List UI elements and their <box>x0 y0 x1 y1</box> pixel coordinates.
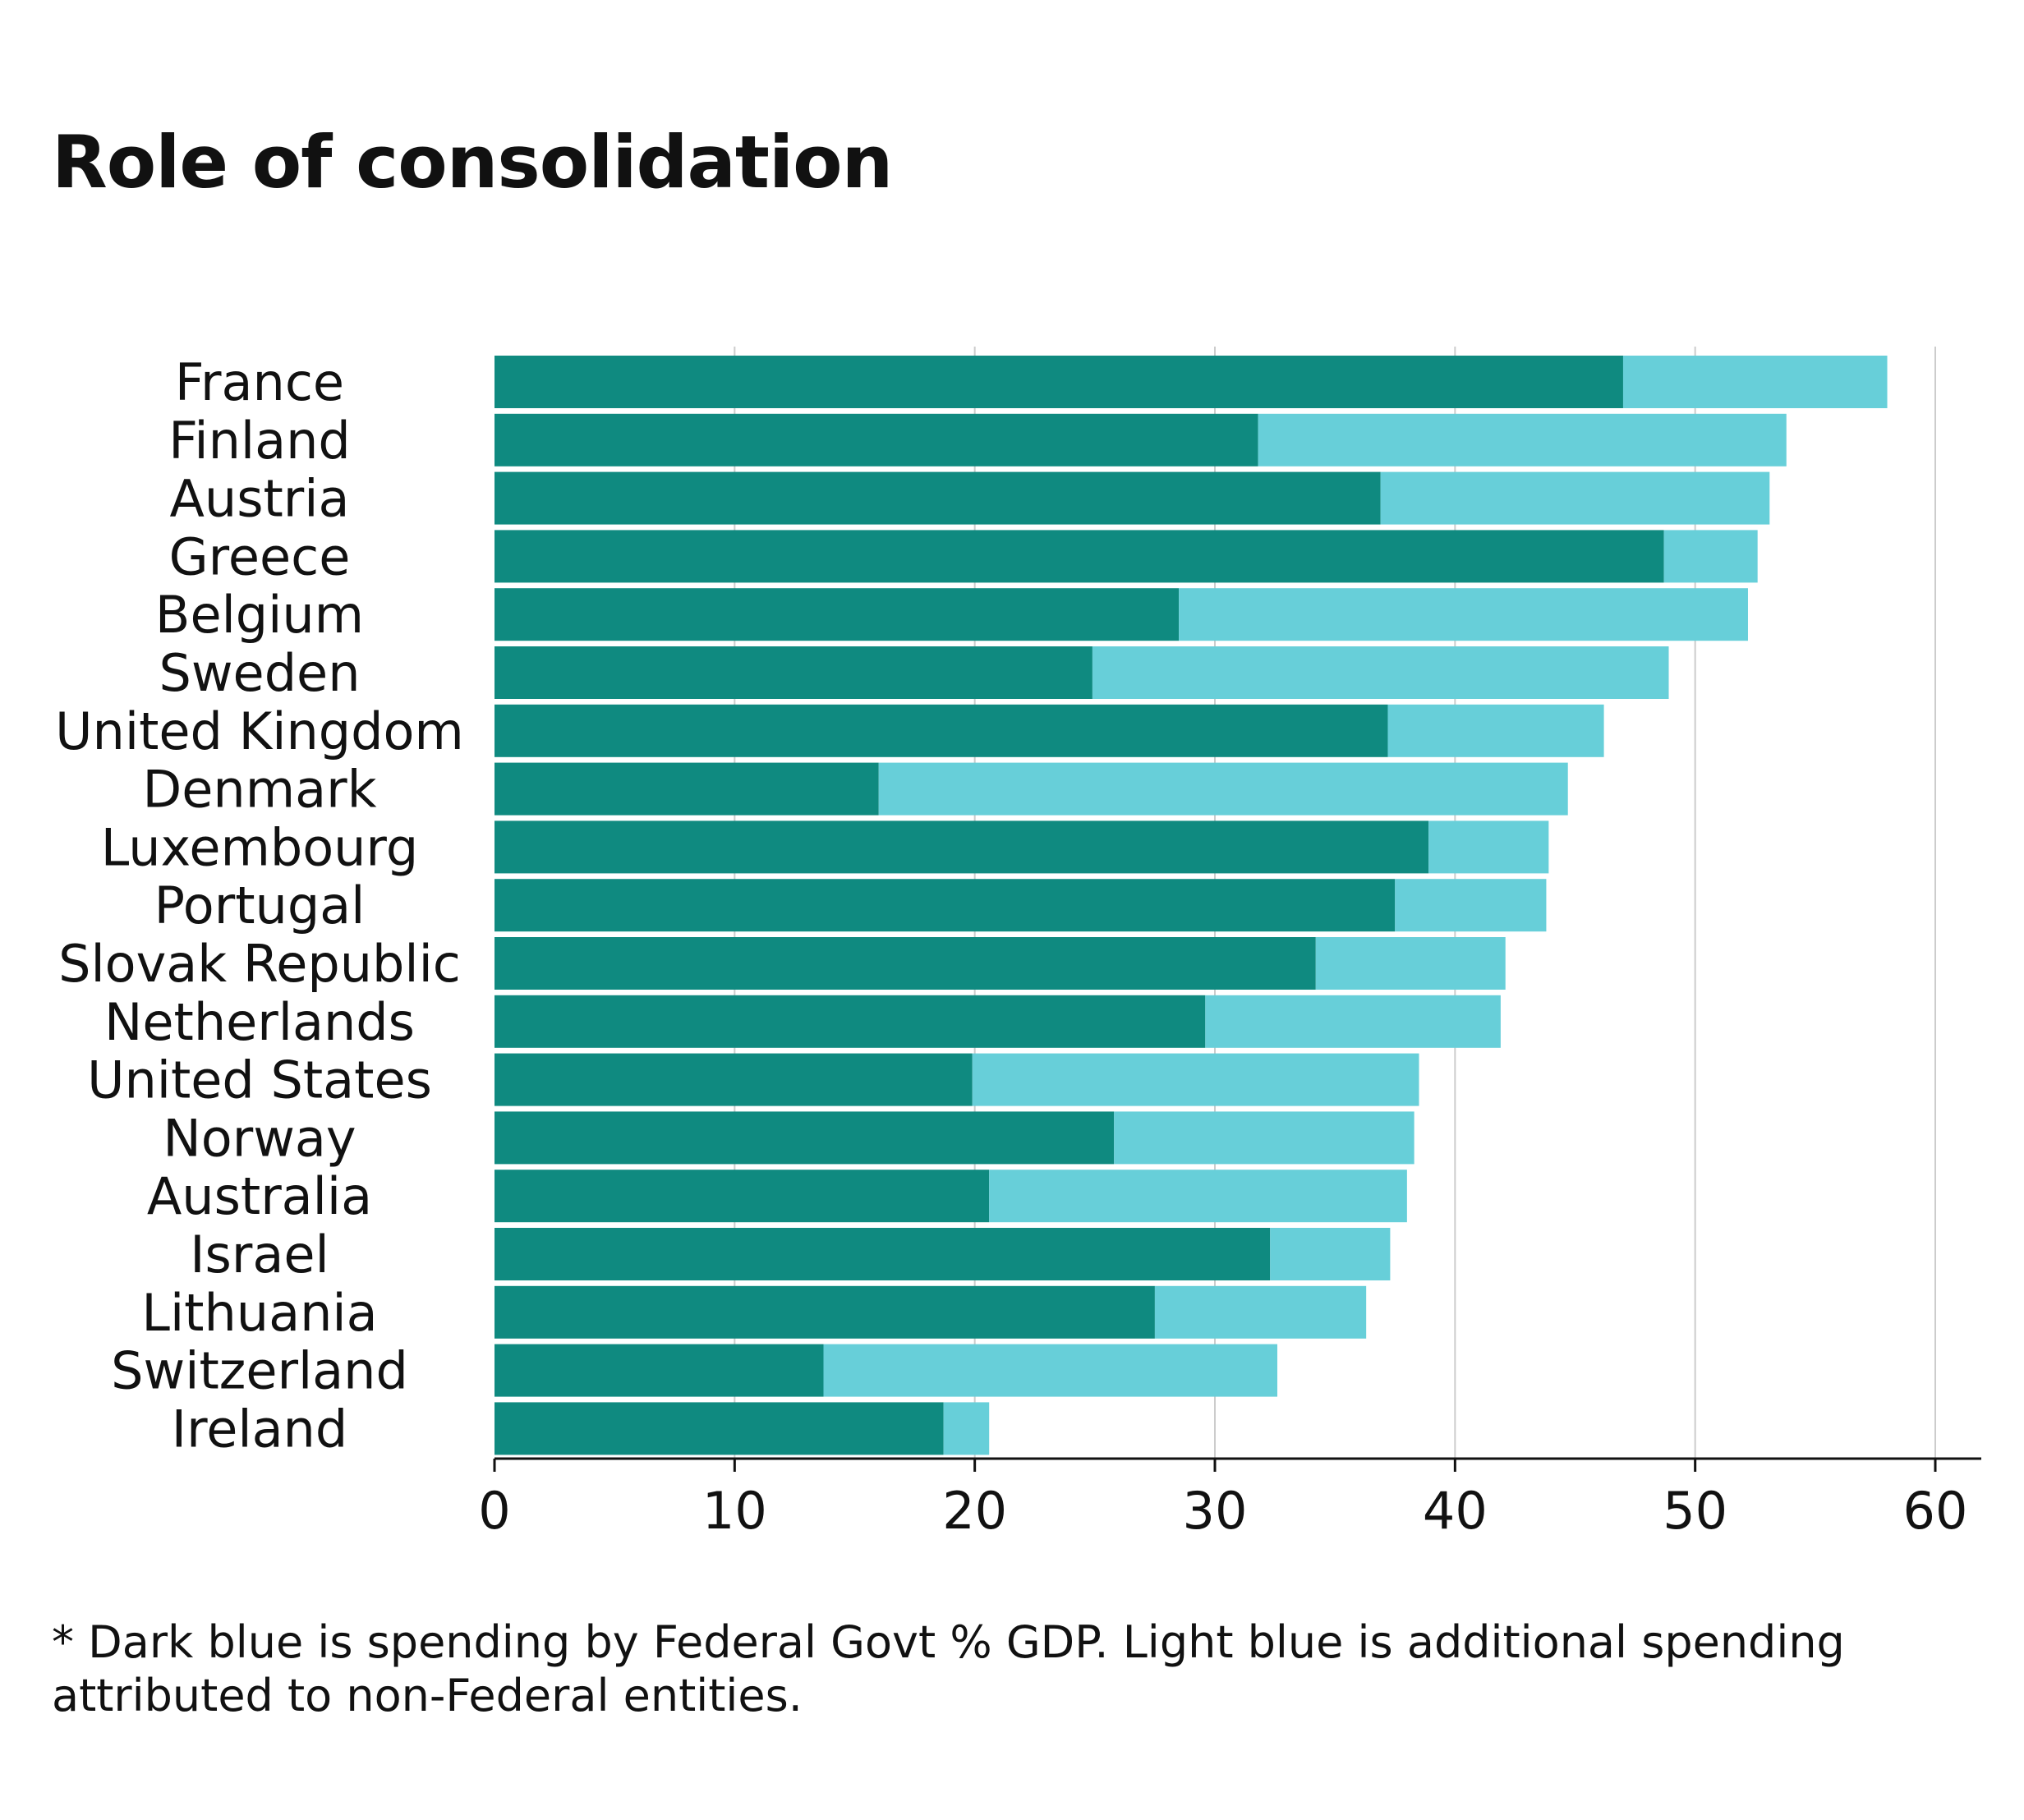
category-label: Norway <box>163 1108 356 1168</box>
bar-federal <box>494 413 1258 466</box>
x-axis: 0 10 20 30 40 50 60 <box>478 1457 1981 1541</box>
bar-non-federal <box>972 1053 1419 1106</box>
bar-federal <box>494 879 1396 932</box>
bar-non-federal <box>1092 646 1669 699</box>
category-labels: FranceFinlandAustriaGreeceBelgiumSwedenU… <box>55 352 464 1459</box>
bar-non-federal <box>878 762 1568 816</box>
category-label: Greece <box>169 526 351 586</box>
x-tick-label: 40 <box>1423 1481 1488 1541</box>
bars <box>494 356 1888 1455</box>
bar-federal <box>494 1111 1115 1165</box>
category-label: Austria <box>169 469 349 529</box>
bar-non-federal <box>1114 1111 1414 1165</box>
category-label: France <box>175 352 344 412</box>
bar-non-federal <box>989 1170 1407 1223</box>
bar-federal <box>494 995 1206 1048</box>
bar-non-federal <box>1154 1285 1367 1339</box>
bar-non-federal <box>1270 1228 1391 1280</box>
x-tick-label: 0 <box>478 1481 510 1541</box>
bar-non-federal <box>1205 995 1501 1048</box>
bar-federal <box>494 588 1180 641</box>
category-label: Slovak Republic <box>58 934 461 994</box>
x-tick-label: 50 <box>1663 1481 1727 1541</box>
bar-federal <box>494 1344 824 1397</box>
bar-non-federal <box>1387 704 1604 757</box>
bar-non-federal <box>1428 820 1549 874</box>
bar-federal <box>494 646 1092 699</box>
bar-federal <box>494 1170 990 1223</box>
category-label: United Kingdom <box>55 701 464 761</box>
x-tick-label: 60 <box>1903 1481 1968 1541</box>
bar-non-federal <box>1380 471 1770 525</box>
bar-non-federal <box>1315 937 1506 990</box>
category-label: Netherlands <box>104 992 415 1052</box>
x-tick-label: 30 <box>1183 1481 1248 1541</box>
bar-federal <box>494 1285 1155 1339</box>
bar-federal <box>494 356 1623 408</box>
bar-federal <box>494 704 1388 757</box>
category-label: Sweden <box>159 643 360 703</box>
bar-federal <box>494 1228 1271 1280</box>
bar-non-federal <box>1258 413 1787 466</box>
x-tick-label: 20 <box>942 1481 1007 1541</box>
bar-federal <box>494 937 1316 990</box>
bar-non-federal <box>943 1402 990 1455</box>
category-label: Denmark <box>143 760 377 820</box>
category-label: Finland <box>168 411 351 471</box>
bar-federal <box>494 471 1381 525</box>
category-label: United States <box>87 1050 432 1110</box>
bar-federal <box>494 820 1429 874</box>
category-label: Portugal <box>154 876 366 935</box>
bar-federal <box>494 1053 973 1106</box>
footnote: * Dark blue is spending by Federal Govt … <box>52 1616 1845 1721</box>
bar-non-federal <box>1395 879 1547 932</box>
bar-non-federal <box>823 1344 1278 1397</box>
category-label: Ireland <box>172 1399 347 1459</box>
bar-non-federal <box>1622 356 1888 408</box>
x-tick-label: 10 <box>702 1481 767 1541</box>
bar-federal <box>494 1402 944 1455</box>
category-label: Switzerland <box>111 1341 408 1401</box>
bar-federal <box>494 762 879 816</box>
bar-federal <box>494 530 1664 583</box>
category-label: Luxembourg <box>101 817 418 877</box>
category-label: Lithuania <box>141 1283 377 1343</box>
category-label: Belgium <box>155 585 364 645</box>
bar-non-federal <box>1179 588 1748 641</box>
category-label: Israel <box>190 1225 329 1285</box>
chart-title: Role of consolidation <box>52 120 893 205</box>
bar-non-federal <box>1663 530 1758 583</box>
category-label: Australia <box>147 1166 372 1226</box>
